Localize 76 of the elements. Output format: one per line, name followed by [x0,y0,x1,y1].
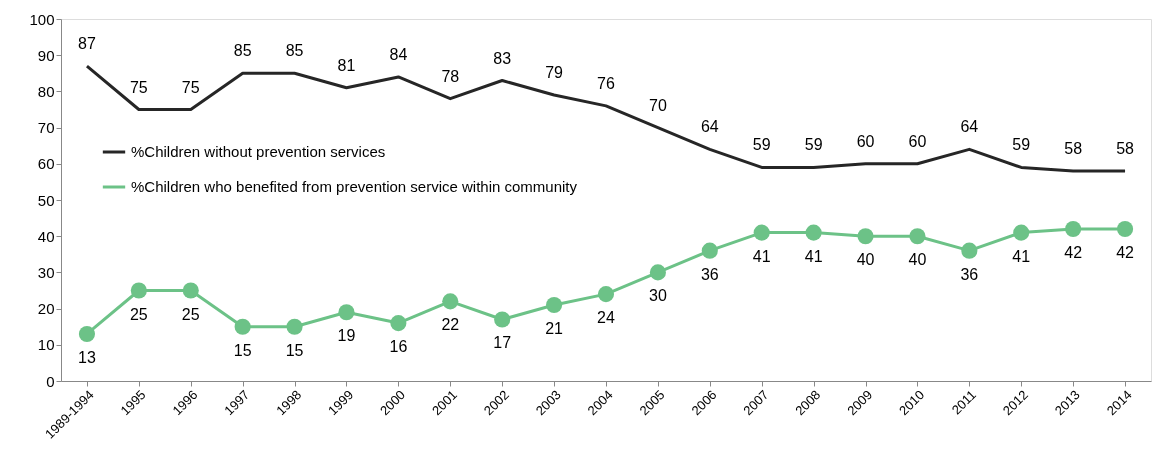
point [130,282,147,299]
data-label: 19 [337,327,356,345]
data-label: 64 [960,118,979,136]
data-label: 21 [545,319,564,337]
point [338,304,355,321]
data-label: 79 [545,64,564,82]
data-label: 59 [752,136,771,154]
data-label: 81 [337,56,356,74]
data-label: 25 [129,305,148,323]
legend-label: %Children who benefited from prevention service within community [131,178,578,195]
point [494,311,511,328]
point [78,325,96,342]
data-label: 16 [389,338,408,356]
point [286,318,303,335]
y-tick-label: 40 [37,227,55,245]
data-label: 36 [960,265,979,283]
data-label: 30 [649,287,667,305]
point [1013,224,1030,241]
data-label: 42 [1116,243,1135,261]
y-tick-label: 90 [37,46,55,64]
data-label: 40 [856,251,875,269]
data-label: 85 [285,42,304,60]
data-label: 87 [78,35,96,53]
data-label: 41 [804,247,823,265]
y-tick-label: 100 [29,10,55,28]
point [701,242,718,259]
y-tick-label: 10 [37,336,55,354]
point [1116,220,1134,238]
point [961,242,978,259]
y-tick-label: 50 [37,191,55,209]
data-label: 85 [233,42,252,60]
data-label: 84 [389,45,408,63]
point [442,293,459,310]
point [649,264,666,281]
data-label: 59 [1012,136,1031,154]
data-label: 42 [1064,243,1083,261]
legend-label: %Children without prevention services [131,143,386,160]
y-tick-label: 0 [46,372,55,390]
data-label: 36 [700,265,719,283]
data-label: 24 [597,309,615,327]
data-label: 60 [856,132,875,150]
data-label: 22 [441,316,460,334]
point [234,318,251,335]
data-label: 75 [129,78,148,96]
point [857,228,874,245]
y-tick-label: 20 [37,300,55,318]
data-label: 41 [752,247,771,265]
point [546,296,563,314]
data-label: 25 [181,305,200,323]
data-label: 40 [908,251,927,269]
data-label: 70 [649,96,667,114]
data-label: 15 [233,341,252,359]
data-label: 17 [493,334,512,352]
data-label: 59 [804,136,823,154]
data-label: 64 [700,118,719,136]
data-label: 83 [493,49,512,67]
data-label: 75 [181,78,200,96]
data-label: 76 [597,74,615,92]
data-label: 58 [1064,140,1083,158]
data-label: 58 [1116,140,1135,158]
point [805,224,822,241]
y-tick-label: 60 [37,155,55,173]
point [753,224,770,241]
point [1065,220,1082,238]
point [909,228,926,245]
data-label: 13 [78,348,96,366]
point [390,315,407,332]
point [597,286,615,303]
data-label: 15 [285,341,304,359]
y-tick-label: 80 [37,82,55,100]
y-tick-label: 70 [37,119,55,137]
data-label: 78 [441,67,460,85]
data-label: 60 [908,132,927,150]
data-label: 41 [1012,247,1031,265]
point [182,282,199,299]
y-tick-label: 30 [37,263,55,281]
